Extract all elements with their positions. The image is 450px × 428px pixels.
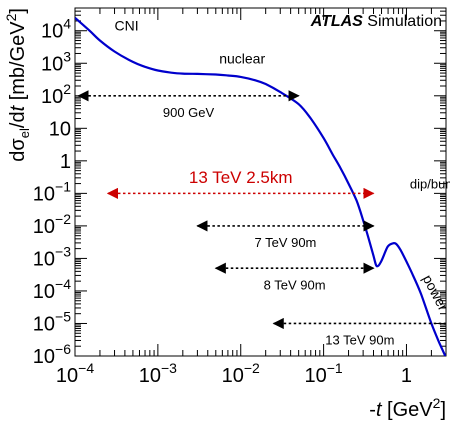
x-tick-label: 10−1 bbox=[304, 360, 342, 387]
range-label: 900 GeV bbox=[163, 105, 215, 120]
y-tick-label: 10−4 bbox=[33, 276, 71, 303]
y-tick-label: 10−5 bbox=[33, 308, 71, 335]
y-tick-label: 10−2 bbox=[33, 211, 71, 238]
y-axis-label: dσel/dt [mb/GeV2] bbox=[3, 8, 32, 162]
y-tick-label: 10−3 bbox=[33, 243, 71, 270]
annotation-label: nuclear bbox=[219, 50, 265, 66]
plot-frame bbox=[74, 7, 447, 357]
x-tick-label: 10−3 bbox=[139, 360, 177, 387]
y-tick-label: 10−6 bbox=[33, 341, 71, 368]
y-tick-label: 10 bbox=[49, 118, 71, 140]
x-axis-label: -t [GeV2] bbox=[369, 395, 446, 421]
range-label: 13 TeV 90m bbox=[325, 333, 394, 348]
annotation-label: CNI bbox=[115, 18, 139, 34]
range-label: 7 TeV 90m bbox=[254, 235, 316, 250]
y-tick-label: 103 bbox=[41, 48, 71, 75]
range-label: 8 TeV 90m bbox=[264, 277, 326, 292]
annotation-label: dip/bump bbox=[410, 177, 450, 192]
annotation-label: power bbox=[420, 272, 450, 313]
range-label: 13 TeV 2.5km bbox=[189, 168, 293, 187]
x-tick-label: 10−4 bbox=[56, 360, 94, 387]
y-tick-label: 104 bbox=[41, 16, 71, 43]
x-tick-label: 10−2 bbox=[222, 360, 260, 387]
series-line bbox=[75, 16, 446, 356]
y-tick-label: 1 bbox=[60, 151, 71, 173]
brand-label: ATLAS Simulation bbox=[310, 13, 442, 30]
y-tick-label: 10−1 bbox=[33, 178, 71, 205]
y-tick-label: 102 bbox=[41, 81, 71, 108]
x-tick-label: 1 bbox=[401, 365, 412, 387]
